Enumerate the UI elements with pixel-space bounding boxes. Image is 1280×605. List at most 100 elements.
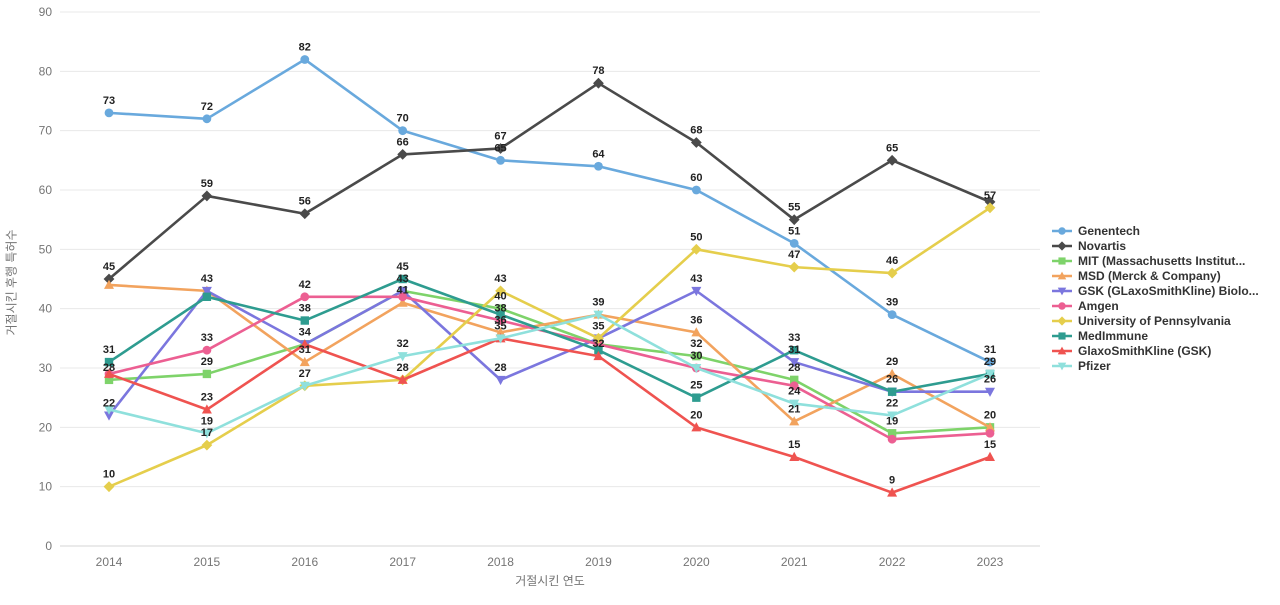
- legend-item-gsk-glaxosmithkline-biolo[interactable]: GSK (GLaxoSmithKline) Biolo...: [1051, 283, 1259, 298]
- data-point-label: 19: [201, 415, 213, 427]
- data-point-marker: [1058, 256, 1066, 265]
- data-point-marker: [202, 292, 212, 301]
- y-tick-label: 20: [39, 420, 53, 434]
- data-point-label: 38: [299, 303, 311, 315]
- legend-item-label: GSK (GLaxoSmithKline) Biolo...: [1078, 283, 1259, 298]
- data-point-marker: [1057, 240, 1067, 251]
- data-point-marker: [201, 439, 213, 451]
- x-tick-label: 2019: [585, 555, 612, 569]
- data-point-label: 28: [788, 362, 800, 374]
- data-point-label: 40: [494, 291, 506, 303]
- data-point-marker: [201, 404, 212, 414]
- data-point-marker: [692, 393, 701, 402]
- legend-marker-icon: [1052, 301, 1072, 310]
- data-point-marker: [887, 429, 897, 438]
- data-point-label: 30: [690, 350, 702, 362]
- legend-marker-icon: [1052, 256, 1072, 265]
- data-point-marker: [594, 346, 603, 355]
- data-point-label: 20: [690, 409, 702, 421]
- data-point-marker: [593, 77, 604, 89]
- data-point-marker: [985, 369, 995, 380]
- data-point-label: 27: [299, 368, 311, 380]
- data-point-marker: [985, 387, 995, 397]
- data-point-marker: [788, 261, 800, 273]
- data-point-label: 29: [984, 356, 996, 368]
- series-gsk-glaxosmithkline-biolo: [104, 286, 995, 421]
- data-point-marker: [887, 310, 897, 319]
- data-point-label: 26: [984, 374, 996, 386]
- legend-item-label: University of Pennsylvania: [1078, 313, 1231, 328]
- data-point-marker: [593, 332, 604, 344]
- series-line: [107, 58, 992, 364]
- series-line: [107, 81, 992, 281]
- data-point-marker: [692, 351, 701, 361]
- legend-item-medimmune[interactable]: MedImmune: [1051, 328, 1259, 343]
- data-point-marker: [887, 368, 898, 378]
- data-point-marker: [397, 149, 409, 160]
- data-point-label: 50: [690, 231, 702, 243]
- data-point-marker: [691, 327, 702, 337]
- data-point-label: 22: [103, 397, 115, 409]
- data-point-label: 10: [103, 469, 115, 481]
- data-point-marker: [496, 310, 505, 319]
- x-tick-label: 2023: [977, 555, 1004, 569]
- data-point-marker: [103, 273, 115, 285]
- data-point-label: 41: [397, 285, 409, 297]
- data-point-label: 73: [103, 95, 115, 107]
- data-point-label: 31: [788, 344, 800, 356]
- data-point-label: 33: [788, 332, 800, 344]
- gridlines: 0 10 20 30 40 50 60 70 80 90: [39, 5, 1040, 553]
- legend-item-mit-massachusetts-institut[interactable]: MIT (Massachusetts Institut...: [1051, 253, 1259, 268]
- legend-item-label: Pfizer: [1078, 358, 1111, 373]
- series-line: [107, 283, 992, 429]
- legend-item-amgen[interactable]: Amgen: [1051, 298, 1259, 313]
- data-point-label: 56: [299, 196, 311, 208]
- data-point-marker: [300, 292, 310, 302]
- data-point-marker: [887, 434, 897, 444]
- data-point-label: 32: [592, 338, 604, 350]
- series-university-of-pennsylvania: [103, 202, 996, 493]
- legend-item-genentech[interactable]: Genentech: [1051, 223, 1259, 238]
- data-point-label: 45: [397, 261, 409, 273]
- legend-marker-icon: [1052, 271, 1072, 279]
- x-tick-label: 2014: [96, 555, 123, 569]
- legend-item-novartis[interactable]: Novartis: [1051, 238, 1259, 253]
- data-point-marker: [691, 364, 702, 374]
- data-point-marker: [300, 55, 310, 64]
- legend-item-label: Genentech: [1078, 223, 1141, 238]
- legend-item-label: MIT (Massachusetts Institut...: [1078, 253, 1246, 268]
- data-point-label: 38: [494, 303, 506, 315]
- data-point-label: 34: [299, 326, 312, 338]
- series-msd-merck-company: [104, 279, 995, 432]
- series-pfizer: [104, 310, 995, 439]
- legend-item-msd-merck-company[interactable]: MSD (Merck & Company): [1051, 268, 1259, 283]
- legend-item-label: GlaxoSmithKline (GSK): [1078, 343, 1212, 358]
- data-point-marker: [887, 387, 897, 396]
- data-point-marker: [594, 161, 603, 171]
- y-tick-label: 40: [39, 302, 53, 316]
- data-labels: 73 72 82 70 65 64 60 51 39 31 45 59 56 66 67 78 68 55 65 28…: [103, 41, 996, 486]
- data-point-marker: [691, 422, 702, 432]
- data-point-marker: [104, 368, 114, 378]
- data-point-marker: [300, 316, 309, 325]
- data-point-marker: [299, 381, 310, 391]
- data-point-label: 70: [397, 113, 409, 125]
- data-point-marker: [789, 239, 799, 248]
- data-point-marker: [495, 375, 506, 386]
- data-point-label: 36: [494, 314, 506, 326]
- data-point-marker: [495, 285, 506, 297]
- data-point-label: 24: [788, 386, 801, 398]
- data-point-label: 9: [889, 475, 895, 487]
- data-point-label: 25: [690, 380, 702, 392]
- data-point-marker: [789, 416, 800, 426]
- data-point-label: 35: [592, 320, 604, 332]
- data-point-marker: [201, 286, 212, 297]
- data-point-label: 60: [690, 172, 702, 184]
- legend-item-glaxosmithkline-gsk[interactable]: GlaxoSmithKline (GSK): [1051, 343, 1259, 358]
- data-point-marker: [299, 356, 310, 367]
- legend-item-university-of-pennsylvania[interactable]: University of Pennsylvania: [1051, 313, 1259, 328]
- series-line: [107, 206, 992, 488]
- data-point-label: 82: [299, 41, 311, 53]
- data-point-marker: [690, 137, 702, 148]
- legend-item-pfizer[interactable]: Pfizer: [1051, 358, 1259, 373]
